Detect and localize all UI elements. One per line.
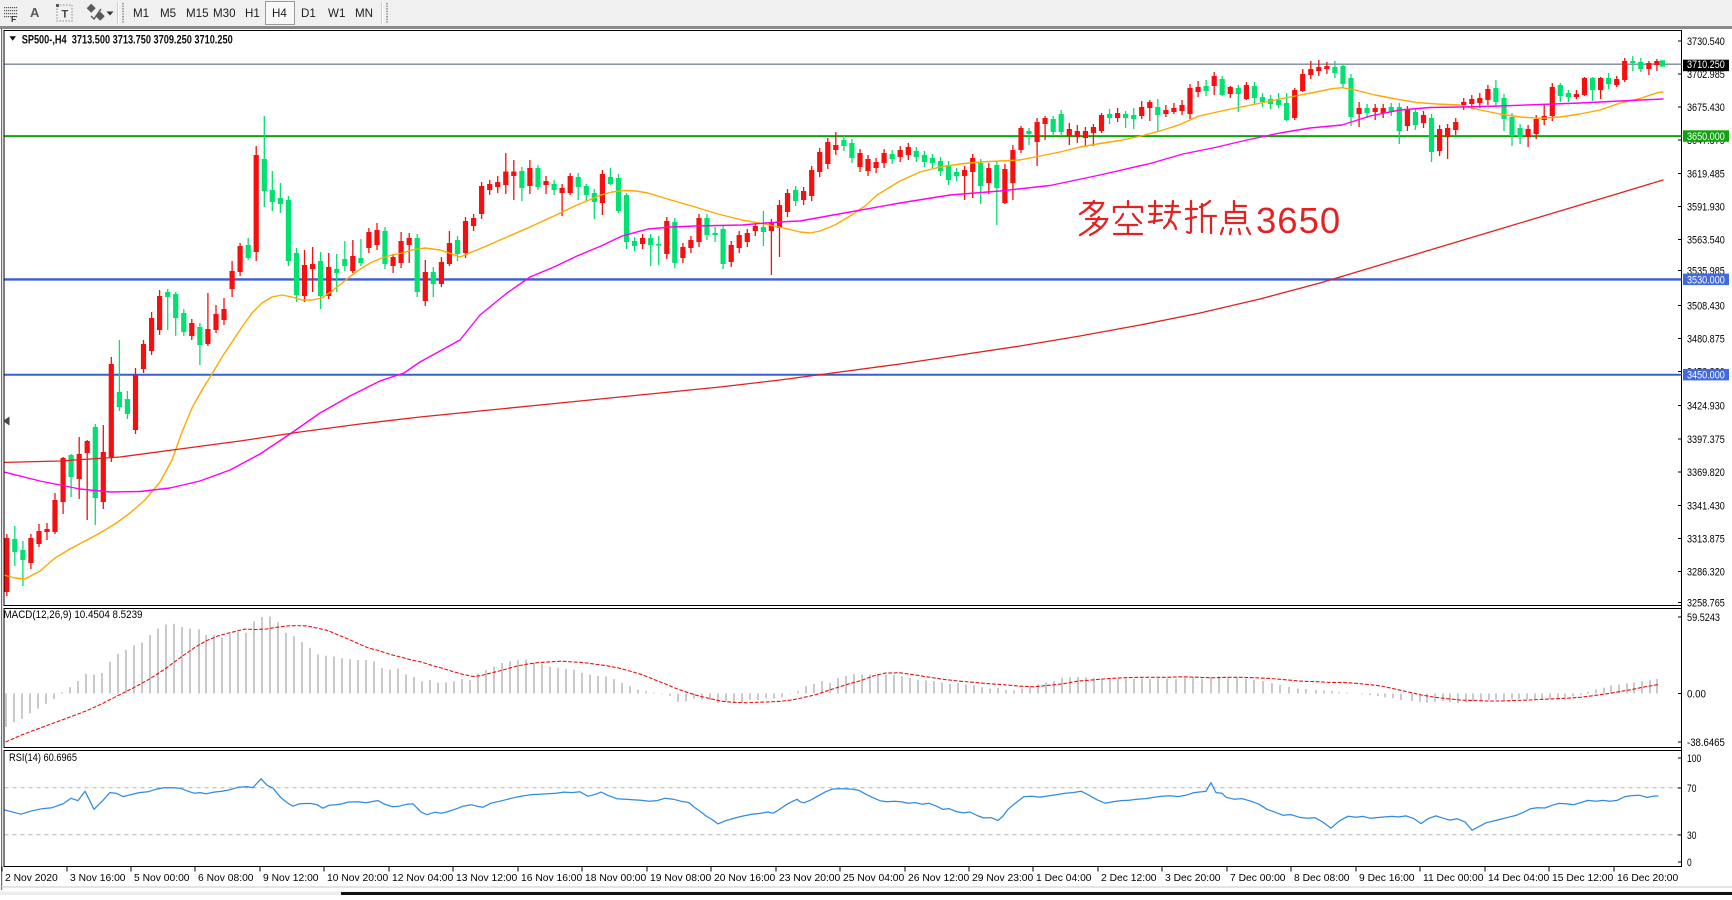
svg-text:2 Dec 12:00: 2 Dec 12:00 bbox=[1101, 873, 1157, 884]
svg-text:3 Dec 20:00: 3 Dec 20:00 bbox=[1165, 873, 1221, 884]
svg-text:7 Dec 00:00: 7 Dec 00:00 bbox=[1230, 873, 1286, 884]
svg-text:26 Nov 12:00: 26 Nov 12:00 bbox=[908, 873, 970, 884]
svg-text:59.5243: 59.5243 bbox=[1687, 612, 1720, 624]
svg-text:3286.320: 3286.320 bbox=[1687, 567, 1725, 579]
svg-text:3710.250: 3710.250 bbox=[1687, 59, 1725, 71]
svg-text:5 Nov 00:00: 5 Nov 00:00 bbox=[134, 873, 190, 884]
svg-text:9 Nov 12:00: 9 Nov 12:00 bbox=[263, 873, 319, 884]
svg-text:3 Nov 16:00: 3 Nov 16:00 bbox=[70, 873, 126, 884]
svg-text:3450.000: 3450.000 bbox=[1687, 370, 1725, 382]
svg-text:70: 70 bbox=[1687, 783, 1696, 795]
svg-text:0.00: 0.00 bbox=[1687, 689, 1706, 701]
svg-text:RSI(14) 60.6965: RSI(14) 60.6965 bbox=[9, 752, 77, 764]
svg-text:9 Dec 16:00: 9 Dec 16:00 bbox=[1359, 873, 1415, 884]
svg-text:F: F bbox=[11, 14, 16, 24]
svg-text:3424.930: 3424.930 bbox=[1687, 401, 1725, 413]
svg-text:3730.540: 3730.540 bbox=[1687, 36, 1725, 48]
svg-text:3591.930: 3591.930 bbox=[1687, 202, 1725, 214]
svg-text:14 Dec 04:00: 14 Dec 04:00 bbox=[1488, 873, 1550, 884]
svg-text:3530.000: 3530.000 bbox=[1687, 274, 1725, 286]
svg-text:3563.540: 3563.540 bbox=[1687, 235, 1725, 247]
svg-text:3675.430: 3675.430 bbox=[1687, 102, 1725, 114]
svg-text:1 Dec 04:00: 1 Dec 04:00 bbox=[1036, 873, 1092, 884]
svg-text:6 Nov 08:00: 6 Nov 08:00 bbox=[198, 873, 254, 884]
svg-text:29 Nov 23:00: 29 Nov 23:00 bbox=[972, 873, 1034, 884]
svg-text:20 Nov 16:00: 20 Nov 16:00 bbox=[714, 873, 776, 884]
svg-text:100: 100 bbox=[1687, 753, 1701, 765]
svg-text:16 Nov 16:00: 16 Nov 16:00 bbox=[521, 873, 583, 884]
svg-text:10 Nov 20:00: 10 Nov 20:00 bbox=[327, 873, 389, 884]
svg-text:11 Dec 00:00: 11 Dec 00:00 bbox=[1423, 873, 1484, 884]
svg-text:18 Nov 00:00: 18 Nov 00:00 bbox=[585, 873, 647, 884]
svg-text:3650: 3650 bbox=[1256, 200, 1341, 241]
svg-text:13 Nov 12:00: 13 Nov 12:00 bbox=[456, 873, 518, 884]
svg-text:16 Dec 20:00: 16 Dec 20:00 bbox=[1617, 873, 1679, 884]
svg-text:MACD(12,26,9) 10.4504 8.5239: MACD(12,26,9) 10.4504 8.5239 bbox=[4, 609, 143, 621]
svg-text:2 Nov 2020: 2 Nov 2020 bbox=[5, 873, 58, 884]
svg-text:3397.375: 3397.375 bbox=[1687, 434, 1725, 446]
svg-text:0: 0 bbox=[1687, 857, 1692, 869]
svg-text:3480.875: 3480.875 bbox=[1687, 334, 1725, 346]
svg-text:3258.765: 3258.765 bbox=[1687, 598, 1725, 610]
svg-text:3508.430: 3508.430 bbox=[1687, 301, 1725, 313]
svg-text:25 Nov 04:00: 25 Nov 04:00 bbox=[843, 873, 905, 884]
svg-text:SP500-,H4 3713.500 3713.750 3: SP500-,H4 3713.500 3713.750 3709.250 371… bbox=[22, 33, 233, 47]
svg-text:30: 30 bbox=[1687, 830, 1696, 842]
svg-text:3369.820: 3369.820 bbox=[1687, 467, 1725, 479]
svg-text:3619.485: 3619.485 bbox=[1687, 169, 1725, 181]
svg-text:T: T bbox=[62, 9, 69, 21]
svg-text:15 Dec 12:00: 15 Dec 12:00 bbox=[1552, 873, 1614, 884]
svg-text:8 Dec 08:00: 8 Dec 08:00 bbox=[1294, 873, 1350, 884]
svg-text:12 Nov 04:00: 12 Nov 04:00 bbox=[392, 873, 454, 884]
svg-text:3313.875: 3313.875 bbox=[1687, 534, 1725, 546]
svg-text:19 Nov 08:00: 19 Nov 08:00 bbox=[650, 873, 712, 884]
svg-text:-38.6465: -38.6465 bbox=[1687, 737, 1725, 749]
svg-text:23 Nov 20:00: 23 Nov 20:00 bbox=[779, 873, 841, 884]
svg-text:3341.430: 3341.430 bbox=[1687, 501, 1725, 513]
svg-text:3702.985: 3702.985 bbox=[1687, 69, 1725, 81]
svg-text:3650.000: 3650.000 bbox=[1687, 131, 1725, 143]
